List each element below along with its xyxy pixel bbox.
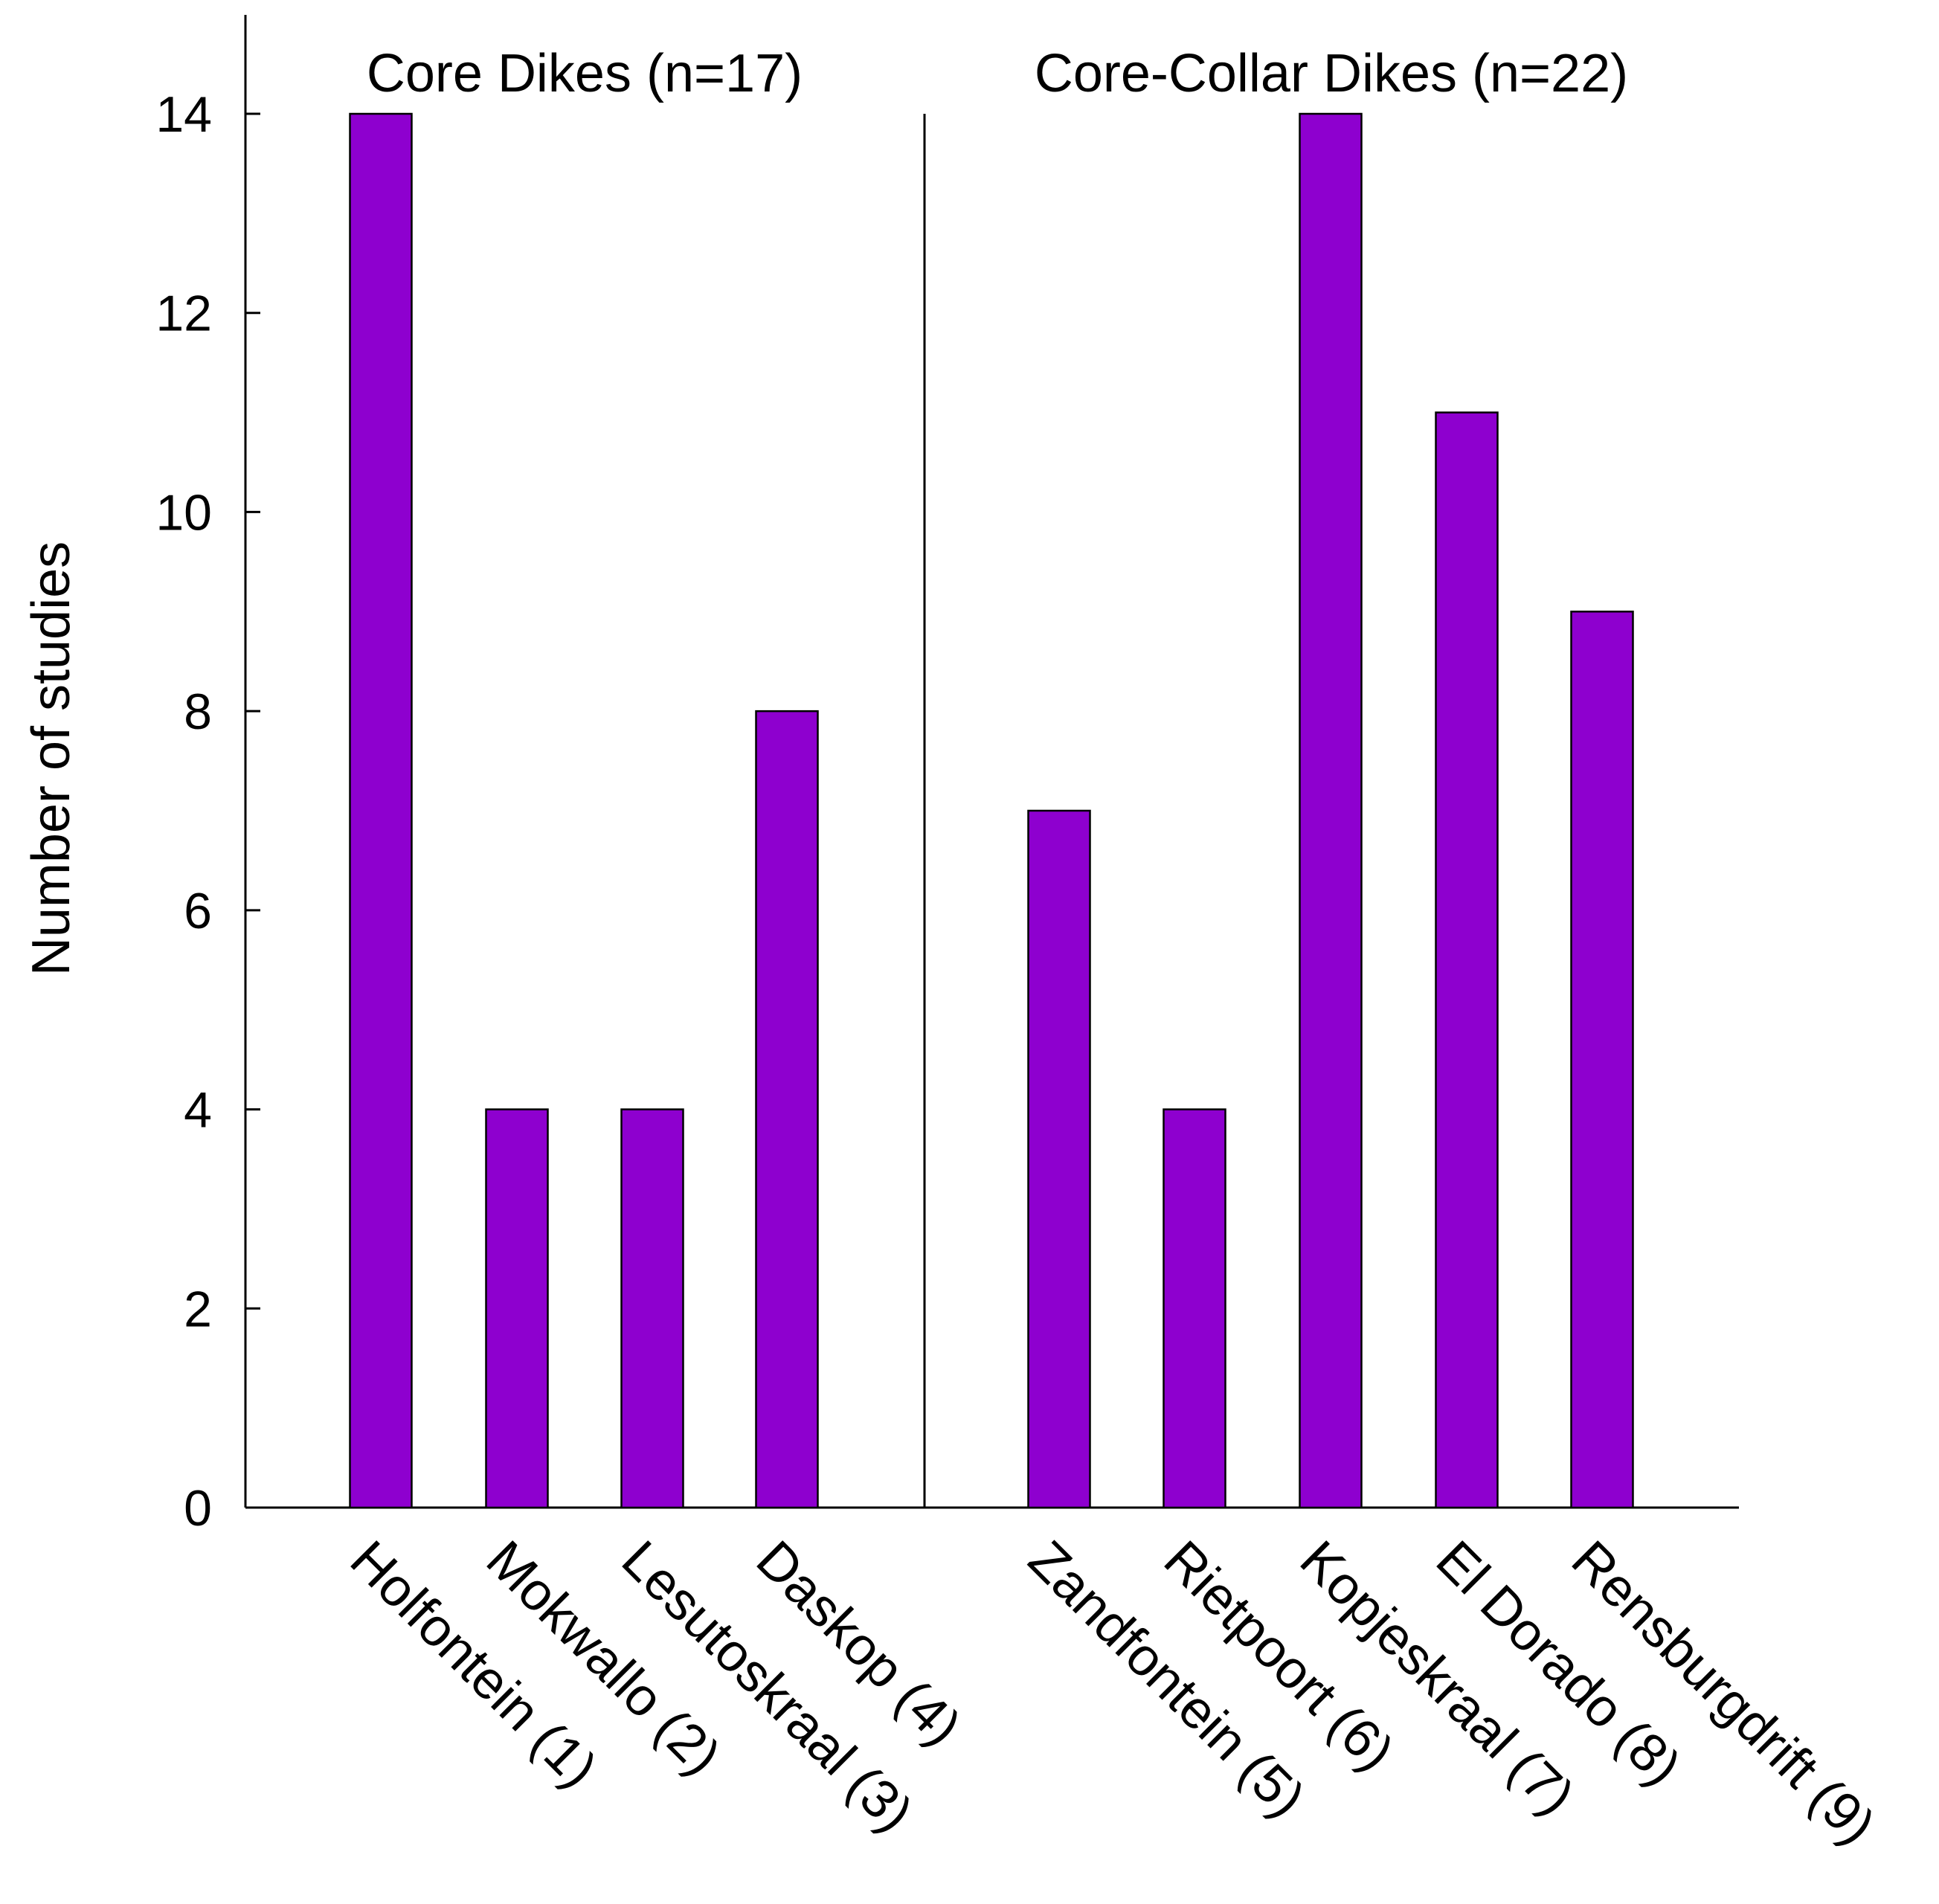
y-tick-label: 0 bbox=[184, 1480, 212, 1537]
bar-el-dorado-8 bbox=[1435, 411, 1499, 1509]
bars bbox=[349, 112, 1634, 1509]
titles: Number of studies Core Dikes (n=17) Core… bbox=[22, 44, 1628, 976]
y-tick-label: 12 bbox=[155, 286, 212, 342]
y-tick-label: 10 bbox=[155, 484, 212, 541]
bar-mokwallo-2 bbox=[485, 1108, 549, 1509]
bar-daskop-4 bbox=[755, 710, 819, 1509]
bar-kopjeskraal-7 bbox=[1299, 112, 1363, 1509]
bar-rensburgdrift-9 bbox=[1570, 611, 1634, 1509]
y-axis-ticks: 0 2 4 6 8 10 12 14 bbox=[155, 86, 260, 1537]
axes bbox=[244, 15, 1739, 1509]
group-title-core-dikes: Core Dikes (n=17) bbox=[367, 44, 803, 103]
y-tick-label: 14 bbox=[155, 86, 212, 143]
y-tick-label: 8 bbox=[184, 684, 212, 740]
category-labels: Holfontein (1)Mokwallo (2)Lesutoskraal (… bbox=[339, 1530, 1887, 1856]
bar-lesutoskraal-3 bbox=[620, 1108, 684, 1509]
bar-rietpoort-6 bbox=[1163, 1108, 1226, 1509]
bar-holfontein-1 bbox=[349, 112, 413, 1509]
y-tick-label: 6 bbox=[184, 883, 212, 939]
x-category-label: Mokwallo (2) bbox=[475, 1530, 732, 1786]
group-title-core-collar-dikes: Core-Collar Dikes (n=22) bbox=[1035, 44, 1628, 103]
y-tick-label: 4 bbox=[184, 1082, 212, 1139]
y-axis-title: Number of studies bbox=[22, 541, 81, 976]
y-tick-label: 2 bbox=[184, 1281, 212, 1337]
bar-zandfontein-5 bbox=[1027, 809, 1091, 1509]
